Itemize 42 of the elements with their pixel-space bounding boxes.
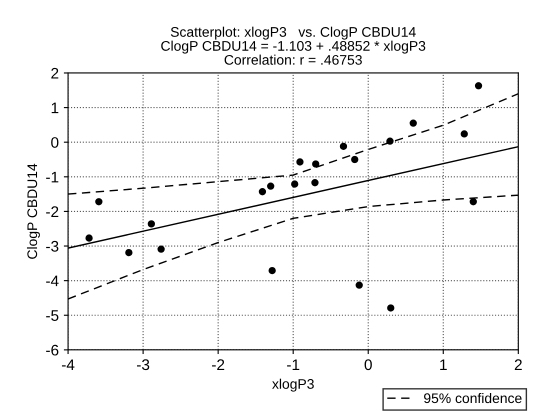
x-axis-title: xlogP3 [272, 378, 314, 392]
x-tick-label: -2 [212, 359, 224, 370]
point [340, 142, 348, 150]
x-tick-label: -3 [137, 359, 150, 370]
point [356, 282, 363, 289]
legend-label: 95% confidence [424, 392, 522, 404]
x-tick-label: -4 [62, 359, 74, 370]
point [470, 198, 477, 206]
point [268, 266, 276, 274]
point [311, 179, 319, 186]
point [296, 158, 304, 166]
point [267, 182, 274, 190]
chart-title: Scatterplot: xlogP3 vs. ClogP CBDU14 [170, 26, 416, 40]
point [125, 248, 132, 256]
chart-subtitle: ClogP CBDU14 = -1.103 + .48852 * xlogP3 Correlation: r = .46753 [161, 40, 426, 65]
point [291, 180, 298, 188]
point [474, 82, 482, 90]
point [386, 138, 394, 145]
point [95, 198, 102, 206]
y-tick-label: -5 [46, 310, 58, 321]
y-tick-label: 2 [51, 68, 58, 79]
point [85, 234, 93, 242]
y-tick-label: 0 [51, 137, 58, 148]
point [351, 156, 358, 164]
point [148, 220, 156, 228]
x-tick-label: 0 [364, 359, 372, 370]
point [410, 120, 417, 127]
point [258, 188, 266, 196]
y-tick-label: -6 [46, 344, 58, 356]
y-tick-label: 1 [52, 102, 58, 114]
x-tick-label: 1 [440, 359, 447, 370]
y-tick-label: -2 [46, 206, 58, 217]
y-tick-label: -4 [46, 276, 59, 286]
y-tick-label: -3 [46, 240, 58, 252]
x-tick-label: 2 [514, 359, 522, 370]
y-tick-label: -1 [46, 172, 58, 182]
point [387, 304, 394, 312]
point [312, 160, 320, 168]
y-axis-title: ClogP CBDU14 [26, 164, 40, 259]
x-tick-label: -1 [287, 359, 300, 370]
point [460, 130, 468, 138]
point [157, 246, 165, 253]
